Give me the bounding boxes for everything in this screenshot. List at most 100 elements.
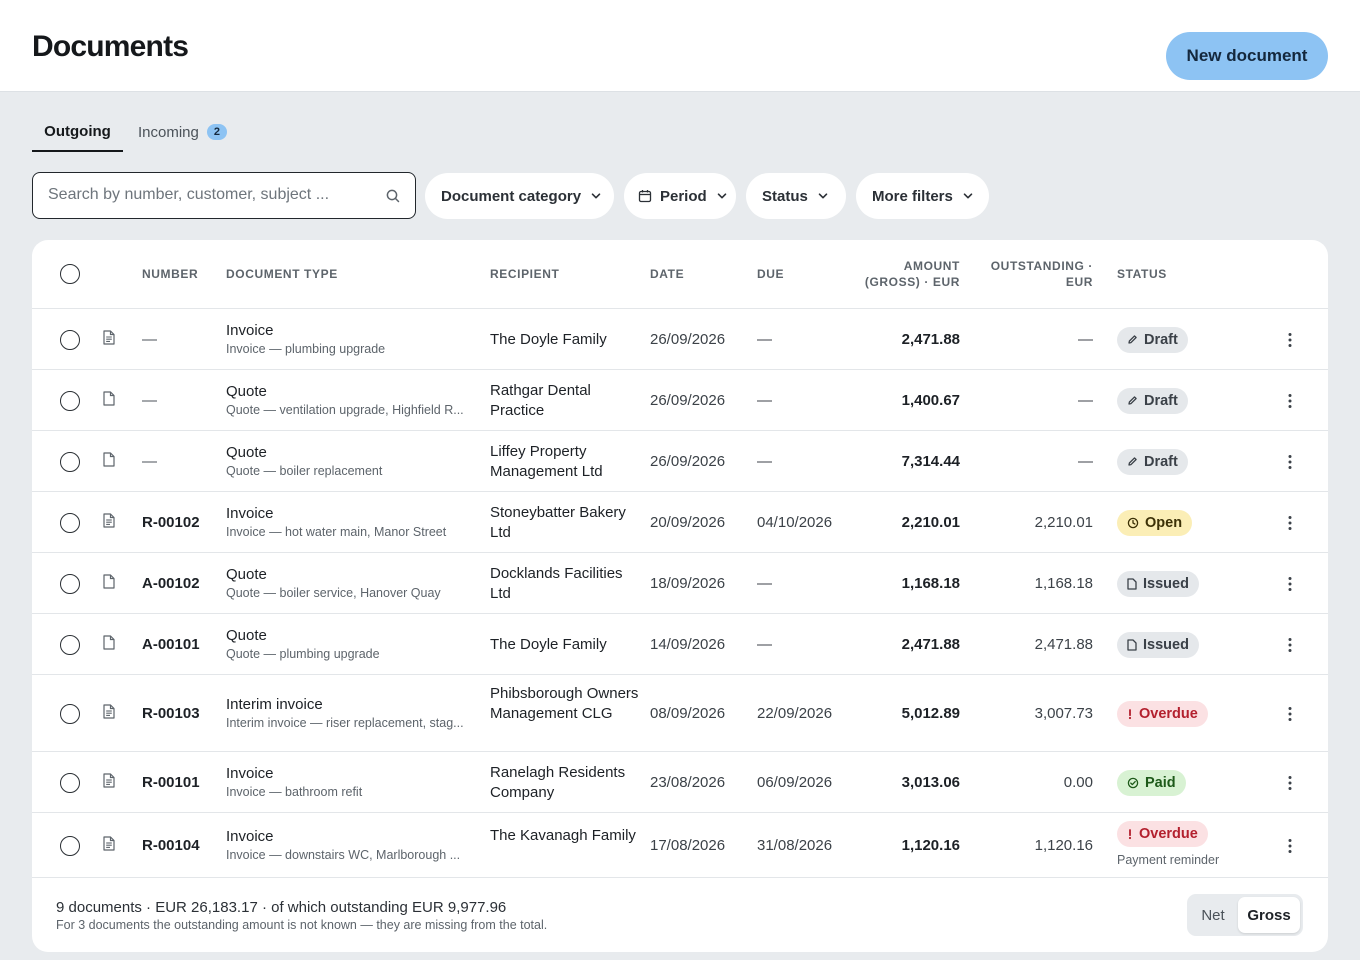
status-label: Draft: [1144, 453, 1178, 470]
row-checkbox[interactable]: [60, 390, 80, 411]
status-label: Draft: [1144, 392, 1178, 409]
document-number[interactable]: —: [142, 452, 157, 470]
quote-icon: [103, 573, 115, 589]
new-document-button[interactable]: New document: [1166, 32, 1328, 80]
document-category-filter[interactable]: Document category: [425, 173, 614, 219]
column-outstanding[interactable]: OUTSTANDING · EUR: [991, 258, 1093, 290]
tab-outgoing[interactable]: Outgoing: [32, 112, 123, 152]
tab-outgoing-label: Outgoing: [44, 122, 111, 140]
amount-gross: 1,120.16: [901, 836, 960, 854]
table-row[interactable]: R-00101 Invoice Invoice — bathroom refit Ra…: [32, 752, 1328, 813]
document-date: 26/09/2026: [650, 330, 726, 348]
more-actions-icon[interactable]: [1284, 837, 1296, 855]
incoming-count-badge: 2: [206, 124, 227, 140]
more-actions-icon[interactable]: [1284, 514, 1296, 532]
row-checkbox[interactable]: [60, 634, 80, 655]
document-number[interactable]: R-00103: [142, 704, 200, 722]
row-checkbox[interactable]: [60, 512, 80, 533]
status-label: Open: [1145, 514, 1183, 531]
table-row[interactable]: A-00101 Quote Quote — plumbing upgrade The …: [32, 614, 1328, 675]
row-checkbox[interactable]: [60, 451, 80, 472]
column-recipient[interactable]: RECIPIENT: [490, 267, 560, 281]
outstanding-amount: —: [1078, 452, 1093, 470]
outstanding-amount: 2,210.01: [1034, 513, 1093, 531]
column-number[interactable]: NUMBER: [142, 267, 199, 281]
row-checkbox[interactable]: [60, 329, 80, 350]
due-date: —: [757, 330, 772, 348]
period-filter[interactable]: Period: [624, 173, 736, 219]
table-row[interactable]: — Invoice Invoice — plumbing upgrade The Do…: [32, 309, 1328, 370]
select-all-checkbox[interactable]: [60, 264, 80, 284]
table-row[interactable]: R-00102 Invoice Invoice — hot water main, …: [32, 492, 1328, 553]
table-row[interactable]: A-00102 Quote Quote — boiler service, Hano…: [32, 553, 1328, 614]
document-subject: Quote — ventilation upgrade, Highfield R…: [226, 402, 464, 417]
document-tabs: Outgoing Incoming 2: [32, 112, 272, 152]
due-date: —: [757, 574, 772, 592]
amount-gross: 3,013.06: [901, 773, 960, 791]
due-date: —: [757, 452, 772, 470]
document-type: Quote: [226, 626, 267, 644]
document-type: Quote: [226, 443, 267, 461]
totals-summary: 9 documents · EUR 26,183.17 · of which o…: [56, 899, 507, 916]
table-row[interactable]: R-00103 Interim invoice Interim invoice — …: [32, 675, 1328, 752]
document-type: Invoice: [226, 321, 274, 339]
due-date: —: [757, 391, 772, 409]
search-input[interactable]: [48, 173, 368, 217]
document-type: Quote: [226, 565, 267, 583]
net-option[interactable]: Net: [1201, 906, 1225, 924]
column-date[interactable]: DATE: [650, 267, 685, 281]
due-date: 31/08/2026: [757, 836, 833, 854]
row-checkbox[interactable]: [60, 772, 80, 793]
due-date: —: [757, 635, 772, 653]
document-number[interactable]: —: [142, 330, 157, 348]
column-status[interactable]: STATUS: [1117, 267, 1167, 281]
status-label: Draft: [1144, 331, 1178, 348]
document-type-cell: Quote Quote — plumbing upgrade: [226, 627, 476, 662]
column-due[interactable]: DUE: [757, 267, 785, 281]
amount-gross: 2,471.88: [901, 330, 960, 348]
tab-incoming[interactable]: Incoming 2: [138, 112, 227, 152]
recipient: Stoneybatter Bakery Ltd: [490, 503, 626, 541]
column-amount[interactable]: AMOUNT (GROSS) · EUR: [865, 258, 960, 290]
document-number[interactable]: —: [142, 391, 157, 409]
document-number[interactable]: R-00101: [142, 773, 200, 791]
document-subject: Invoice — bathroom refit: [226, 784, 363, 799]
check-circle-icon: [1127, 777, 1145, 789]
recipient: The Kavanagh Family: [490, 826, 636, 844]
column-document-type[interactable]: DOCUMENT TYPE: [226, 267, 338, 281]
table-header: NUMBER DOCUMENT TYPE RECIPIENT DATE DUE …: [32, 240, 1328, 309]
document-number[interactable]: R-00102: [142, 513, 200, 531]
recipient: Rathgar Dental Practice: [490, 381, 591, 419]
more-filters-button[interactable]: More filters: [856, 173, 989, 219]
more-actions-icon[interactable]: [1284, 392, 1296, 410]
pencil-icon: [1127, 334, 1144, 345]
gross-option[interactable]: Gross: [1238, 897, 1300, 933]
search-icon[interactable]: [385, 188, 401, 204]
more-actions-icon[interactable]: [1284, 453, 1296, 471]
row-checkbox[interactable]: [60, 835, 80, 856]
row-checkbox[interactable]: [60, 573, 80, 594]
table-row[interactable]: R-00104 Invoice Invoice — downstairs WC, M…: [32, 813, 1328, 878]
document-number[interactable]: R-00104: [142, 836, 200, 854]
table-row[interactable]: — Quote Quote — ventilation upgrade, Highf…: [32, 370, 1328, 431]
table-row[interactable]: — Quote Quote — boiler replacement Liffey P…: [32, 431, 1328, 492]
more-actions-icon[interactable]: [1284, 331, 1296, 349]
column-outstanding-line2: EUR: [1065, 275, 1093, 289]
invoice-icon: [103, 329, 115, 345]
status-note: Payment reminder: [1117, 853, 1220, 867]
quote-icon: [103, 451, 115, 467]
document-date: 20/09/2026: [650, 513, 726, 531]
document-number[interactable]: A-00101: [142, 635, 200, 653]
document-number[interactable]: A-00102: [142, 574, 200, 592]
due-date: 06/09/2026: [757, 773, 833, 791]
more-actions-icon[interactable]: [1284, 636, 1296, 654]
row-checkbox[interactable]: [60, 703, 80, 724]
document-subject: Quote — boiler service, Hanover Quay: [226, 585, 441, 600]
more-actions-icon[interactable]: [1284, 774, 1296, 792]
status-filter[interactable]: Status: [746, 173, 846, 219]
documents-table-card: NUMBER DOCUMENT TYPE RECIPIENT DATE DUE …: [32, 240, 1328, 952]
outstanding-amount: —: [1078, 330, 1093, 348]
amount-gross: 2,210.01: [901, 513, 960, 531]
more-actions-icon[interactable]: [1284, 705, 1296, 723]
more-actions-icon[interactable]: [1284, 575, 1296, 593]
